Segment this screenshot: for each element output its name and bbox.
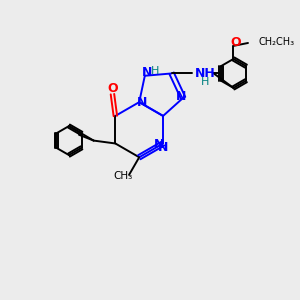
Text: H: H — [201, 76, 209, 87]
Text: H: H — [151, 65, 159, 76]
Text: N: N — [176, 90, 186, 103]
Text: N: N — [154, 138, 164, 152]
Text: NH: NH — [195, 67, 215, 80]
Text: CH₃: CH₃ — [113, 171, 132, 181]
Text: N: N — [142, 66, 152, 79]
Text: O: O — [107, 82, 118, 95]
Text: N: N — [158, 141, 168, 154]
Text: O: O — [230, 37, 241, 50]
Text: N: N — [137, 96, 147, 109]
Text: CH₂CH₃: CH₂CH₃ — [258, 37, 294, 46]
